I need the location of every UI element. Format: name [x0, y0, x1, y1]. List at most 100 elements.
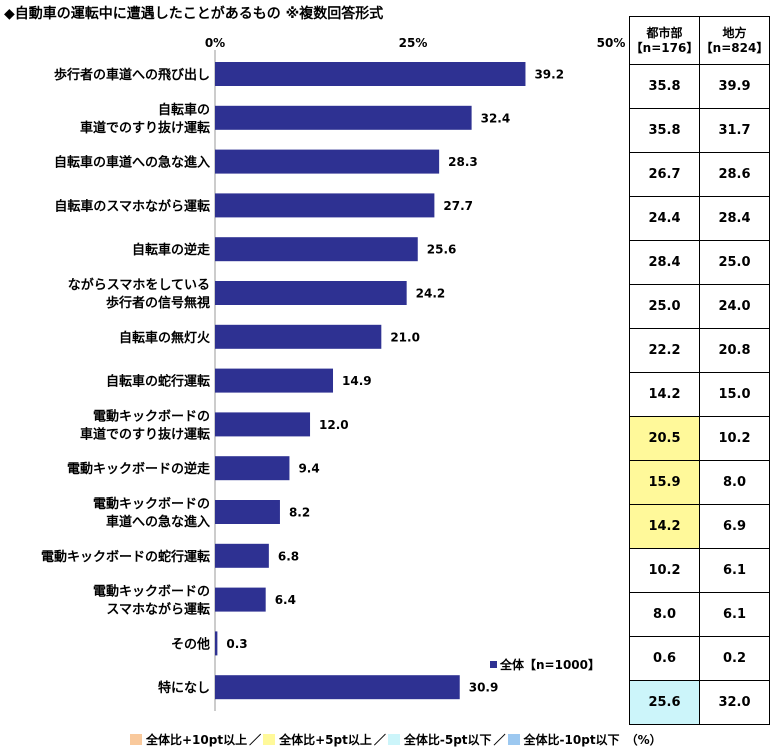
rural-value: 25.0 [699, 240, 770, 285]
category-label: 電動キックボードの逆走 [67, 461, 211, 477]
category-label: 自転車の [158, 102, 210, 118]
bar [215, 324, 382, 349]
table-row: 28.4 25.0 [629, 240, 770, 285]
category-label: 電動キックボードの [93, 408, 210, 424]
highlight-swatch [263, 734, 276, 745]
legend-separator: ／ [249, 733, 262, 747]
rural-value: 31.7 [699, 108, 770, 153]
rural-value: 20.8 [699, 328, 770, 373]
x-tick-label: 0% [205, 36, 225, 50]
table-row: 14.2 15.0 [629, 372, 770, 417]
urban-value: 35.8 [629, 108, 700, 153]
table-row: 35.8 39.9 [629, 64, 770, 109]
bar [215, 543, 269, 568]
table-row: 24.4 28.4 [629, 196, 770, 241]
rural-value: 28.6 [699, 152, 770, 197]
urban-value: 15.9 [629, 460, 700, 505]
urban-value: 8.0 [629, 592, 700, 637]
highlight-legend-label: 全体比-10pt以下 [523, 733, 620, 747]
table-row: 10.2 6.1 [629, 548, 770, 593]
rural-value: 24.0 [699, 284, 770, 329]
rural-value: 15.0 [699, 372, 770, 417]
bar [215, 237, 418, 262]
urban-value: 14.2 [629, 504, 700, 549]
category-label: 電動キックボードの [93, 496, 210, 512]
bar [215, 587, 266, 612]
rural-value: 10.2 [699, 416, 770, 461]
header-line2: 【n=176】 [630, 40, 699, 55]
data-label: 14.9 [342, 374, 372, 388]
legend-separator: ／ [373, 733, 386, 747]
unit-note: （%） [625, 733, 662, 747]
data-label: 30.9 [469, 681, 499, 695]
category-label: 自転車の無灯火 [119, 330, 211, 346]
header-line1: 都市部 [646, 25, 683, 40]
table-row: 26.7 28.6 [629, 152, 770, 197]
table-row: 25.0 24.0 [629, 284, 770, 329]
bar [215, 281, 407, 305]
urban-value: 25.6 [629, 680, 700, 725]
rural-value: 6.1 [699, 548, 770, 593]
rural-value: 28.4 [699, 196, 770, 241]
data-label: 39.2 [534, 68, 564, 82]
data-label: 8.2 [289, 506, 310, 520]
table-row: 25.6 32.0 [629, 680, 770, 725]
urban-value: 0.6 [629, 636, 700, 681]
bar [215, 62, 526, 86]
urban-value: 22.2 [629, 328, 700, 373]
data-label: 12.0 [319, 418, 349, 432]
urban-value: 10.2 [629, 548, 700, 593]
bar [215, 105, 472, 130]
category-label: 自転車の蛇行運転 [106, 374, 210, 390]
highlight-legend: 全体比+10pt以上／全体比+5pt以上／全体比-5pt以下／全体比-10pt以… [130, 731, 662, 748]
urban-value: 14.2 [629, 372, 700, 417]
category-label: 自転車の逆走 [132, 242, 211, 258]
data-label: 28.3 [448, 155, 478, 169]
category-label: 自転車の車道への急な進入 [54, 155, 210, 171]
table-row: 14.2 6.9 [629, 504, 770, 549]
bar [215, 193, 435, 218]
highlight-swatch [387, 734, 400, 745]
bar [215, 500, 280, 524]
bar [215, 412, 311, 437]
category-label: 電動キックボードの [93, 584, 210, 600]
data-label: 32.4 [481, 111, 511, 125]
category-label: ながらスマホをしている [68, 277, 210, 293]
highlight-legend-label: 全体比+10pt以上 [146, 733, 248, 747]
bar-chart: 0% 25% 50% 39.2 歩行者の車道への飛び出し 32.4 自転車の車道でのすり抜け… [41, 36, 626, 711]
legend-separator: ／ [493, 733, 506, 747]
data-label: 0.3 [226, 637, 247, 651]
rural-value: 0.2 [699, 636, 770, 681]
bar [215, 149, 440, 174]
highlight-legend-label: 全体比+5pt以上 [279, 733, 372, 747]
category-label: 電動キックボードの蛇行運転 [41, 549, 210, 565]
table-row: 20.5 10.2 [629, 416, 770, 461]
category-label: 車道でのすり抜け運転 [80, 120, 210, 136]
bar [215, 631, 218, 656]
category-label: 特になし [158, 680, 210, 696]
bar [215, 368, 334, 393]
table-row: 35.8 31.7 [629, 108, 770, 153]
highlight-swatch [130, 734, 142, 745]
urban-value: 35.8 [629, 64, 700, 109]
header-line1: 地方 [722, 25, 747, 40]
urban-value: 25.0 [629, 284, 700, 329]
category-label: 自転車のスマホながら運転 [54, 198, 210, 214]
data-label: 9.4 [298, 462, 319, 476]
data-label: 25.6 [427, 243, 457, 257]
rural-header: 地方 【n=824】 [699, 16, 770, 65]
legend-label: 全体【n=1000】 [499, 657, 600, 672]
rural-value: 8.0 [699, 460, 770, 505]
data-label: 6.8 [278, 549, 299, 563]
urban-value: 26.7 [629, 152, 700, 197]
x-tick-label: 50% [597, 36, 626, 50]
chart-title: ◆自動車の運転中に遭遇したことがあるもの ※複数回答形式 [4, 6, 384, 22]
category-label: 歩行者の信号無視 [106, 295, 210, 311]
urban-header: 都市部 【n=176】 [629, 16, 700, 65]
data-label: 6.4 [275, 593, 296, 607]
data-label: 27.7 [443, 199, 473, 213]
data-label: 24.2 [416, 287, 446, 301]
bar [215, 456, 290, 481]
category-label: 車道でのすり抜け運転 [80, 426, 210, 442]
rural-value: 6.9 [699, 504, 770, 549]
